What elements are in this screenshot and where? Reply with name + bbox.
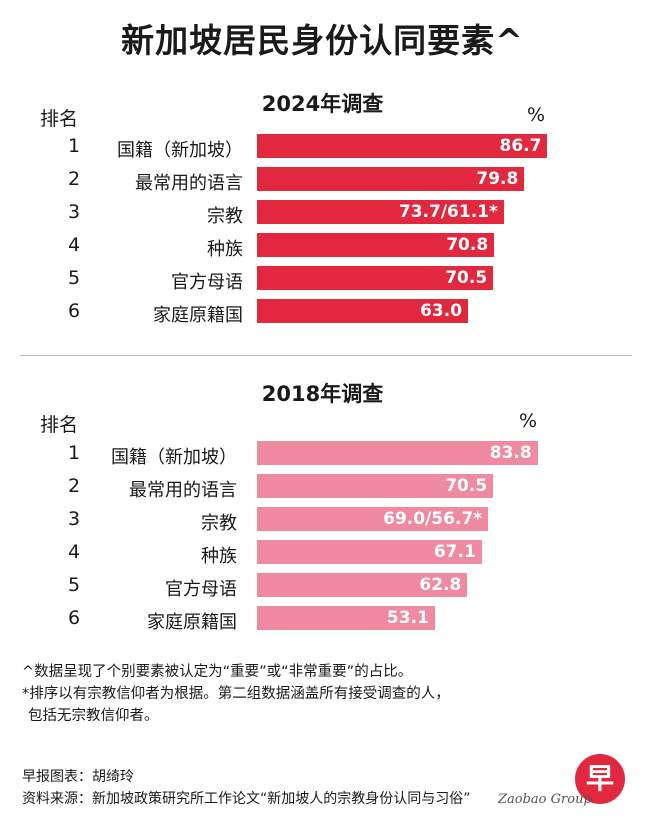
rank-number: 1 <box>67 442 81 464</box>
category-label: 最常用的语言 <box>135 173 243 194</box>
percent-unit-label: % <box>519 410 538 432</box>
rank-number: 1 <box>67 135 81 157</box>
category-label: 官方母语 <box>171 272 243 293</box>
bar-value-label: 70.8 <box>446 235 489 255</box>
footnote-asterisk: *排序以有宗教信仰者为根据。第二组数据涵盖所有接受调查的人， <box>22 686 450 702</box>
bar-value-label: 83.8 <box>489 443 532 463</box>
bar <box>257 474 494 498</box>
chart-title: 2018年调查 <box>261 382 384 406</box>
rank-number: 2 <box>67 475 81 497</box>
rank-header: 排名 <box>40 108 79 130</box>
rank-number: 6 <box>67 300 81 322</box>
category-label: 官方母语 <box>165 579 237 600</box>
bar-value-label: 69.0/56.7* <box>383 509 483 529</box>
category-label: 最常用的语言 <box>129 480 237 501</box>
bar-value-label: 70.5 <box>445 268 488 288</box>
category-label: 种族 <box>207 239 243 260</box>
bar <box>257 167 525 191</box>
rank-number: 2 <box>67 168 81 190</box>
bar-value-label: 67.1 <box>433 542 476 562</box>
rank-number: 5 <box>67 574 81 596</box>
source-credit: 资料来源：新加坡政策研究所工作论文“新加坡人的宗教身份认同与习俗” <box>22 791 471 807</box>
footnote-caret: ^数据呈现了个别要素被认定为“重要”或“非常重要”的占比。 <box>22 664 413 680</box>
bar <box>257 134 548 158</box>
bar <box>257 573 468 597</box>
rank-number: 5 <box>67 267 81 289</box>
rank-number: 4 <box>67 234 81 256</box>
rank-number: 4 <box>67 541 81 563</box>
category-label: 宗教 <box>207 206 243 227</box>
zaobao-logo-icon: 早 <box>575 754 625 804</box>
bar <box>257 200 504 224</box>
bar <box>257 441 538 465</box>
chart-title: 2024年调查 <box>261 92 384 116</box>
rank-number: 3 <box>67 508 81 530</box>
bar-value-label: 53.1 <box>386 608 429 628</box>
bar <box>257 233 495 257</box>
bar <box>257 507 489 531</box>
rank-header: 排名 <box>40 414 79 436</box>
bar <box>257 606 435 630</box>
category-label: 宗教 <box>201 513 237 534</box>
bar-value-label: 86.7 <box>499 136 542 156</box>
category-label: 国籍（新加坡） <box>117 140 243 161</box>
category-label: 种族 <box>201 546 237 567</box>
bar-value-label: 73.7/61.1* <box>398 202 498 222</box>
category-label: 家庭原籍国 <box>153 305 243 326</box>
rank-number: 3 <box>67 201 81 223</box>
graphic-credit: 早报图表：胡绮玲 <box>22 769 134 785</box>
category-label: 国籍（新加坡） <box>111 447 237 468</box>
category-label: 家庭原籍国 <box>147 612 237 633</box>
rank-number: 6 <box>67 607 81 629</box>
page-title: 新加坡居民身份认同要素^ <box>121 21 524 60</box>
logo-text: Zaobao Group <box>498 792 592 807</box>
bar-value-label: 62.8 <box>419 575 462 595</box>
bar <box>257 540 482 564</box>
bar-value-label: 70.5 <box>445 476 488 496</box>
footnote-asterisk-cont: 包括无宗教信仰者。 <box>28 708 159 724</box>
bar <box>257 266 494 290</box>
bar <box>257 299 469 323</box>
bar-value-label: 79.8 <box>476 169 519 189</box>
bar-value-label: 63.0 <box>420 301 463 321</box>
percent-unit-label: % <box>527 104 546 126</box>
divider <box>20 355 632 356</box>
